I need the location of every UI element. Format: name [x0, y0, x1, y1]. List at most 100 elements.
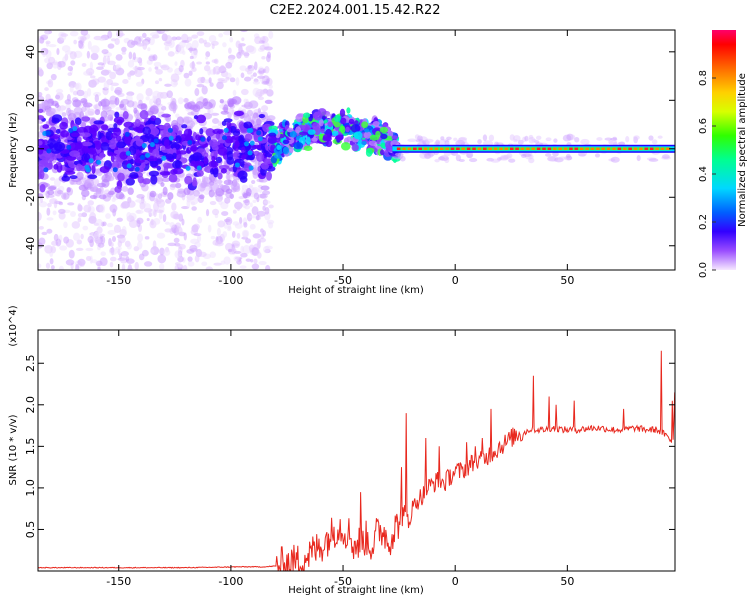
spectrogram-cell: [293, 142, 304, 150]
tone-peak: [644, 147, 649, 150]
spectrogram-cell: [115, 246, 122, 251]
spectrogram-cell: [187, 256, 193, 262]
spectrogram-cell: [110, 154, 115, 163]
spectrogram-cell: [123, 135, 132, 145]
spectrogram-cell: [212, 179, 223, 184]
spectrogram-cell: [112, 167, 118, 173]
spectrogram-cell: [45, 40, 51, 45]
spectrogram-cell: [306, 136, 311, 145]
spectrogram-cell: [189, 146, 198, 152]
spectrogram-ytick-label: -20: [24, 188, 37, 206]
spectrogram-cell: [55, 88, 64, 94]
spectrogram-cell: [57, 60, 66, 68]
spectrogram-cell: [50, 265, 55, 270]
spectrogram-cell: [100, 251, 107, 257]
spectrogram-cell: [94, 108, 101, 116]
spectrogram-cell: [194, 254, 200, 263]
spectrogram-cell: [67, 65, 74, 72]
spectrogram-cell: [75, 247, 84, 252]
spectrogram-cell: [210, 235, 216, 240]
spectrogram-cell: [243, 221, 248, 228]
spectrogram-cell: [286, 127, 294, 133]
spectrogram-cell: [153, 202, 160, 212]
spectrogram-cell: [98, 101, 103, 107]
spectrogram-cell: [207, 224, 212, 233]
spectrogram-cell: [240, 30, 248, 33]
spectrogram-cell: [56, 48, 60, 55]
spectrogram-cell: [364, 128, 370, 133]
spectrogram-xtick-label: 0: [452, 274, 459, 287]
spectrogram-cell: [263, 200, 271, 204]
spectrogram-cell: [87, 200, 95, 206]
spectrogram-cell: [85, 256, 92, 262]
spectrogram-cell: [80, 98, 88, 104]
spectrogram-cell: [38, 263, 42, 269]
spectrogram-cell: [88, 158, 94, 164]
spectrogram-cell: [253, 258, 258, 264]
spectrogram-cell: [122, 170, 131, 176]
spectrogram-cell: [144, 236, 150, 240]
spectrogram-cell: [252, 80, 260, 85]
spectrogram-cell: [116, 217, 123, 222]
spectrogram-ytick-label: 20: [24, 93, 37, 107]
spectrogram-cell: [196, 170, 204, 177]
spectrogram-cell: [636, 155, 641, 162]
spectrogram-cell: [133, 107, 138, 114]
spectrogram-cell: [152, 218, 161, 225]
spectrogram-cell: [107, 60, 116, 66]
spectrogram-cell: [81, 106, 87, 113]
spectrogram-cell: [175, 226, 183, 235]
spectrogram-cell: [365, 148, 373, 157]
spectrogram-cell: [423, 153, 432, 160]
spectrogram-cell: [107, 30, 113, 39]
spectrogram-cell: [178, 150, 187, 155]
spectrogram-cell: [173, 213, 180, 220]
spectrogram-cell: [191, 40, 199, 49]
spectrogram-cell: [177, 97, 184, 105]
spectrogram-cell: [137, 72, 144, 76]
spectrogram-cell: [82, 102, 93, 108]
spectrogram-cell: [241, 154, 247, 160]
spectrogram-cell: [141, 249, 149, 257]
spectrogram-cell: [81, 116, 91, 122]
colorbar-tick-label: 0.4: [698, 166, 709, 182]
spectrogram-cell: [136, 66, 145, 71]
tone-peak: [526, 147, 530, 150]
spectrogram-cell: [104, 69, 112, 74]
spectrogram-cell: [251, 179, 256, 185]
spectrogram-cell: [263, 245, 270, 254]
colorbar-label: Normalized spectral amplitude: [737, 73, 748, 227]
spectrogram-cell: [208, 34, 217, 43]
spectrogram-cell: [196, 31, 205, 37]
spectrogram-cell: [78, 40, 84, 49]
spectrogram-cell: [241, 146, 246, 154]
spectrogram-cell: [185, 165, 191, 171]
spectrogram-cell: [243, 121, 253, 129]
spectrogram-cell: [78, 147, 85, 156]
spectrogram-cell: [648, 158, 659, 162]
spectrogram-cell: [149, 98, 154, 106]
spectrogram-cell: [235, 77, 240, 86]
spectrogram-cell: [209, 82, 214, 87]
spectrogram-cell: [458, 136, 468, 141]
spectrogram-cell: [127, 267, 133, 270]
spectrogram-cell: [220, 168, 227, 174]
spectrogram-cell: [249, 215, 258, 219]
spectrogram-cell: [200, 182, 207, 189]
snr-ytick-label: 1.5: [24, 438, 37, 456]
spectrogram-cell: [238, 134, 245, 144]
spectrogram-cell: [38, 212, 42, 221]
spectrogram-cell: [136, 93, 144, 102]
spectrogram-cell: [169, 221, 175, 228]
spectrogram-cell: [125, 258, 135, 264]
snr-multiplier: (x10^4): [8, 305, 19, 346]
spectrogram-cell: [107, 175, 115, 182]
spectrogram-cell: [63, 236, 70, 244]
spectrogram-cell: [68, 128, 74, 134]
spectrogram-cell: [221, 135, 227, 141]
snr-ylabel: SNR (10 * v/v): [8, 414, 19, 485]
spectrogram-cell: [220, 110, 229, 115]
spectrogram-cell: [186, 120, 196, 128]
spectrogram-cell: [226, 121, 232, 128]
tone-peak: [396, 147, 401, 150]
